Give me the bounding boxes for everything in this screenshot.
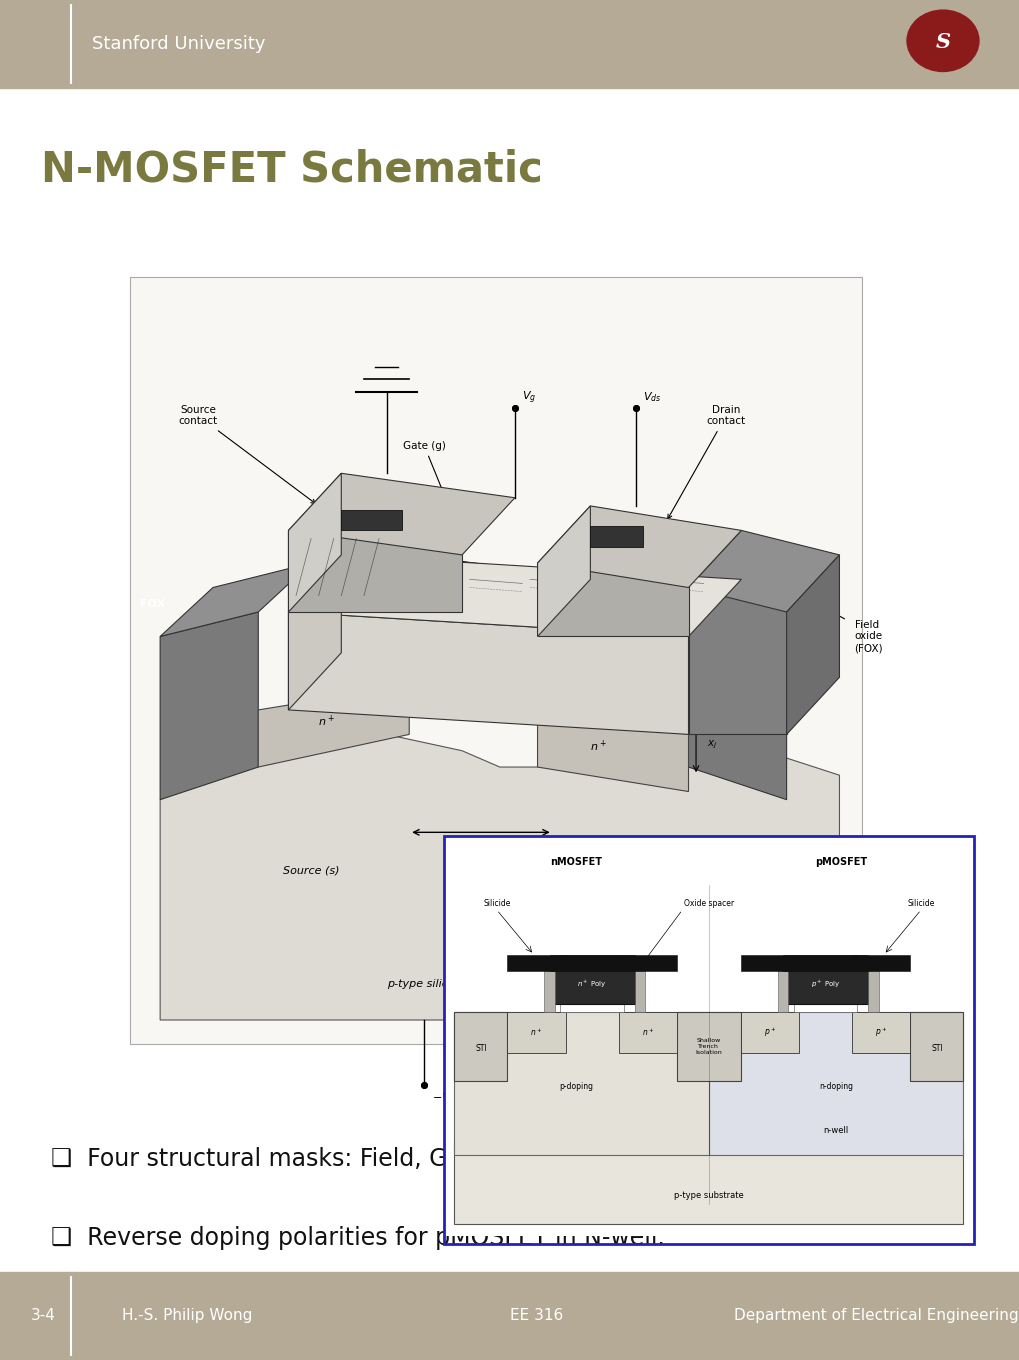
Bar <box>453 1142 963 1224</box>
Text: Gate (g): Gate (g) <box>403 441 461 534</box>
Text: p-type substrate: p-type substrate <box>674 1191 743 1200</box>
Polygon shape <box>288 555 341 710</box>
Text: 3-4: 3-4 <box>31 1308 55 1323</box>
Polygon shape <box>409 669 537 710</box>
Text: Silicide: Silicide <box>907 899 933 907</box>
Bar <box>0 1272 1019 1360</box>
Bar <box>793 1004 857 1012</box>
Text: $n^+$: $n^+$ <box>530 1027 542 1038</box>
Text: Stanford University: Stanford University <box>92 35 265 53</box>
Polygon shape <box>288 555 741 636</box>
Polygon shape <box>160 734 839 1020</box>
Bar <box>851 1012 910 1053</box>
Text: n-doping: n-doping <box>818 1083 852 1091</box>
Text: ❑  Reverse doping polarities for pMOSFET in N-well.: ❑ Reverse doping polarities for pMOSFET … <box>51 1225 664 1250</box>
Bar <box>708 1012 963 1155</box>
Polygon shape <box>688 612 786 800</box>
Text: EE 316: EE 316 <box>510 1308 562 1323</box>
Bar <box>506 1012 566 1053</box>
Bar <box>740 1012 798 1053</box>
Text: STI: STI <box>930 1044 942 1053</box>
Polygon shape <box>537 506 590 636</box>
Text: pMOSFET: pMOSFET <box>814 857 867 866</box>
Bar <box>559 1004 624 1012</box>
Bar <box>0 0 1019 88</box>
Text: STI: STI <box>475 1044 486 1053</box>
Text: $n^+$: $n^+$ <box>589 738 605 753</box>
Polygon shape <box>288 612 688 734</box>
Text: p-type silicon substrate (b): p-type silicon substrate (b) <box>386 979 537 989</box>
Text: Source (s): Source (s) <box>282 865 339 874</box>
Text: $-V_{bs}$: $-V_{bs}$ <box>431 1092 460 1106</box>
Polygon shape <box>160 612 258 800</box>
Text: $n^+$: $n^+$ <box>641 1027 653 1038</box>
Polygon shape <box>688 530 839 612</box>
Text: $V_g$: $V_g$ <box>522 389 536 405</box>
Text: Department of Electrical Engineering: Department of Electrical Engineering <box>734 1308 1018 1323</box>
Text: $p^+$ Poly: $p^+$ Poly <box>810 979 840 990</box>
Bar <box>549 955 634 971</box>
Bar <box>619 1012 677 1053</box>
Circle shape <box>906 10 978 72</box>
Polygon shape <box>544 971 554 1012</box>
Bar <box>443 836 973 1244</box>
Text: FOX: FOX <box>140 598 165 609</box>
Text: nMOSFET: nMOSFET <box>550 857 601 866</box>
Bar <box>549 971 634 1004</box>
Polygon shape <box>867 971 877 1012</box>
Text: $n^+$ Poly: $n^+$ Poly <box>577 979 606 990</box>
Polygon shape <box>777 971 788 1012</box>
Text: Silicide: Silicide <box>483 899 510 907</box>
Polygon shape <box>288 473 515 555</box>
Text: H.-S. Philip Wong: H.-S. Philip Wong <box>122 1308 253 1323</box>
Text: Drain (d): Drain (d) <box>573 889 623 899</box>
Polygon shape <box>688 563 839 636</box>
Bar <box>590 526 643 547</box>
Bar <box>851 955 910 971</box>
Text: Source
contact: Source contact <box>178 405 315 503</box>
Bar <box>288 530 462 612</box>
Bar <box>783 955 867 971</box>
Text: ❑  Four structural masks: Field, Gate, Contact, Metal.: ❑ Four structural masks: Field, Gate, Co… <box>51 1146 680 1171</box>
Polygon shape <box>634 971 645 1012</box>
Bar <box>341 510 401 530</box>
Polygon shape <box>537 506 741 588</box>
Text: $n^+$: $n^+$ <box>318 714 334 729</box>
Text: Drain
contact: Drain contact <box>667 405 745 518</box>
Text: $p^+$: $p^+$ <box>763 1025 775 1039</box>
Polygon shape <box>537 710 688 792</box>
Bar <box>740 955 798 971</box>
Text: L: L <box>477 835 484 847</box>
Text: Field
oxide
(FOX): Field oxide (FOX) <box>854 620 882 653</box>
Text: $p^+$: $p^+$ <box>874 1025 887 1039</box>
Bar <box>677 1012 740 1081</box>
Circle shape <box>913 16 971 65</box>
Polygon shape <box>258 685 409 767</box>
Polygon shape <box>160 563 311 636</box>
Polygon shape <box>786 555 839 734</box>
Bar <box>537 563 688 636</box>
Bar <box>453 1012 708 1155</box>
Text: W: W <box>463 533 475 545</box>
Bar <box>910 1012 963 1081</box>
Bar <box>619 955 677 971</box>
Bar <box>798 955 857 971</box>
Bar <box>559 955 619 971</box>
Text: $t_{ox}$: $t_{ox}$ <box>462 676 477 690</box>
Text: Shallow
Trench
Isolation: Shallow Trench Isolation <box>695 1038 721 1055</box>
Text: N-MOSFET Schematic: N-MOSFET Schematic <box>41 150 542 190</box>
Text: Oxide spacer: Oxide spacer <box>683 899 734 907</box>
Bar <box>453 1012 506 1081</box>
Bar <box>506 955 566 971</box>
Text: p-doping: p-doping <box>558 1083 593 1091</box>
Text: S: S <box>934 33 950 52</box>
Text: $x_j$: $x_j$ <box>707 738 717 752</box>
Polygon shape <box>288 473 341 612</box>
Bar <box>688 588 786 734</box>
Bar <box>783 971 867 1004</box>
Text: n-well: n-well <box>822 1126 848 1134</box>
Text: $V_{ds}$: $V_{ds}$ <box>643 390 661 404</box>
